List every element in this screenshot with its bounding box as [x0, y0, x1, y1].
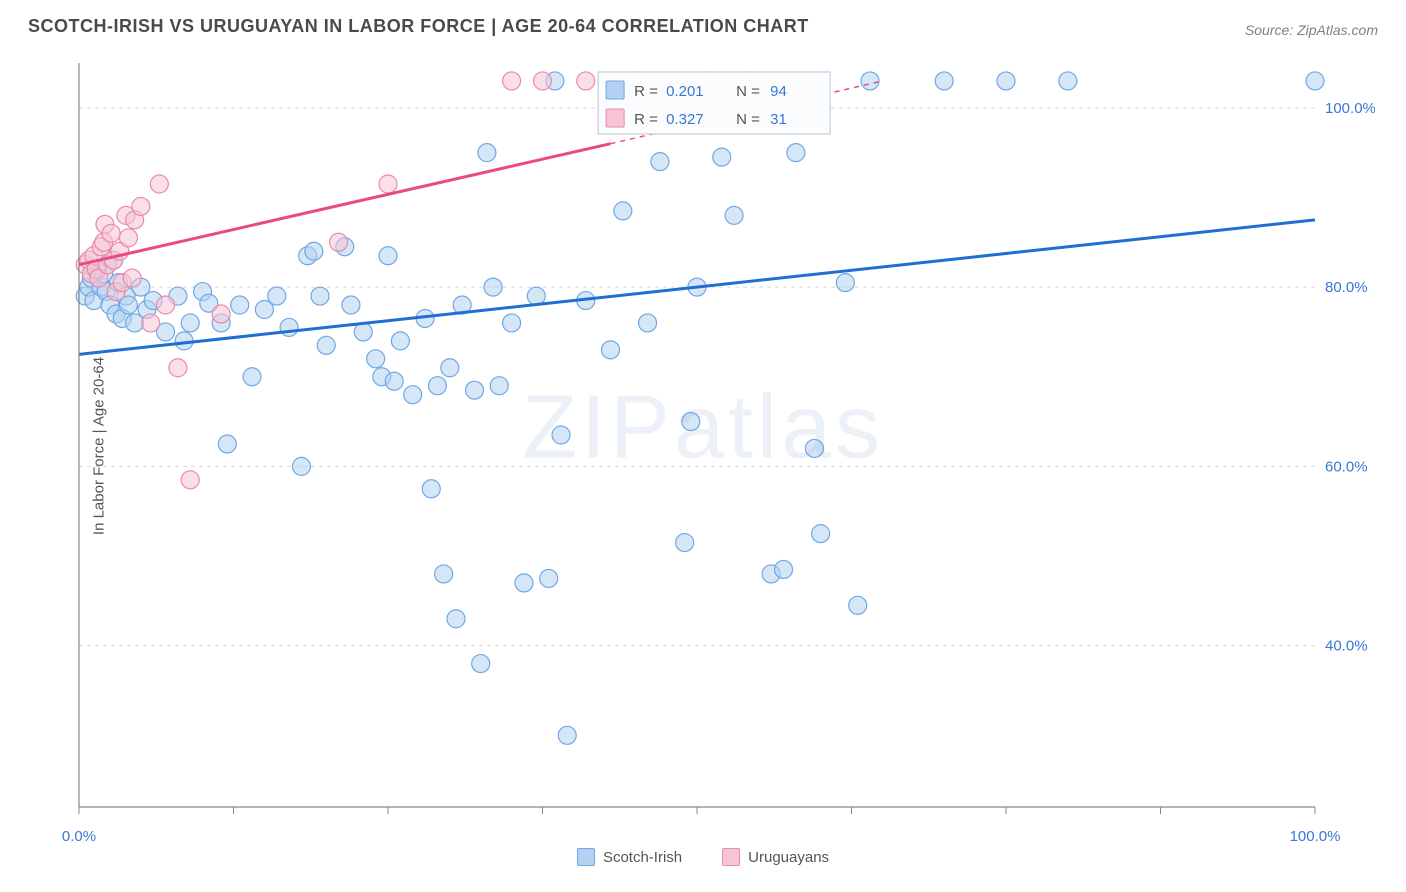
x-tick-label: 0.0% — [62, 828, 96, 845]
svg-text:31: 31 — [770, 111, 787, 128]
bottom-legend: Scotch-Irish Uruguayans — [0, 848, 1406, 866]
svg-text:60.0%: 60.0% — [1325, 458, 1368, 475]
svg-text:100.0%: 100.0% — [1325, 100, 1375, 117]
svg-text:40.0%: 40.0% — [1325, 638, 1368, 655]
chart-title: SCOTCH-IRISH VS URUGUAYAN IN LABOR FORCE… — [28, 16, 809, 37]
legend-entry: Scotch-Irish — [577, 848, 682, 866]
svg-text:0.201: 0.201 — [666, 83, 704, 100]
legend-entry: Uruguayans — [722, 848, 829, 866]
x-axis-tick-labels: 0.0%100.0% — [75, 828, 1375, 848]
source-attribution: Source: ZipAtlas.com — [1245, 22, 1378, 38]
legend-label: Uruguayans — [748, 849, 829, 866]
svg-text:N =: N = — [736, 83, 760, 100]
svg-text:0.327: 0.327 — [666, 111, 704, 128]
svg-text:R =: R = — [634, 111, 658, 128]
svg-text:80.0%: 80.0% — [1325, 279, 1368, 296]
legend-swatch — [722, 848, 740, 866]
svg-text:94: 94 — [770, 83, 787, 100]
svg-text:N =: N = — [736, 111, 760, 128]
x-tick-label: 100.0% — [1290, 828, 1341, 845]
legend-swatch — [577, 848, 595, 866]
scatter-chart: 40.0% 60.0% 80.0% 100.0% R = 0.201 N = 94 R = 0.… — [75, 55, 1375, 815]
svg-text:R =: R = — [634, 83, 658, 100]
legend-label: Scotch-Irish — [603, 849, 682, 866]
